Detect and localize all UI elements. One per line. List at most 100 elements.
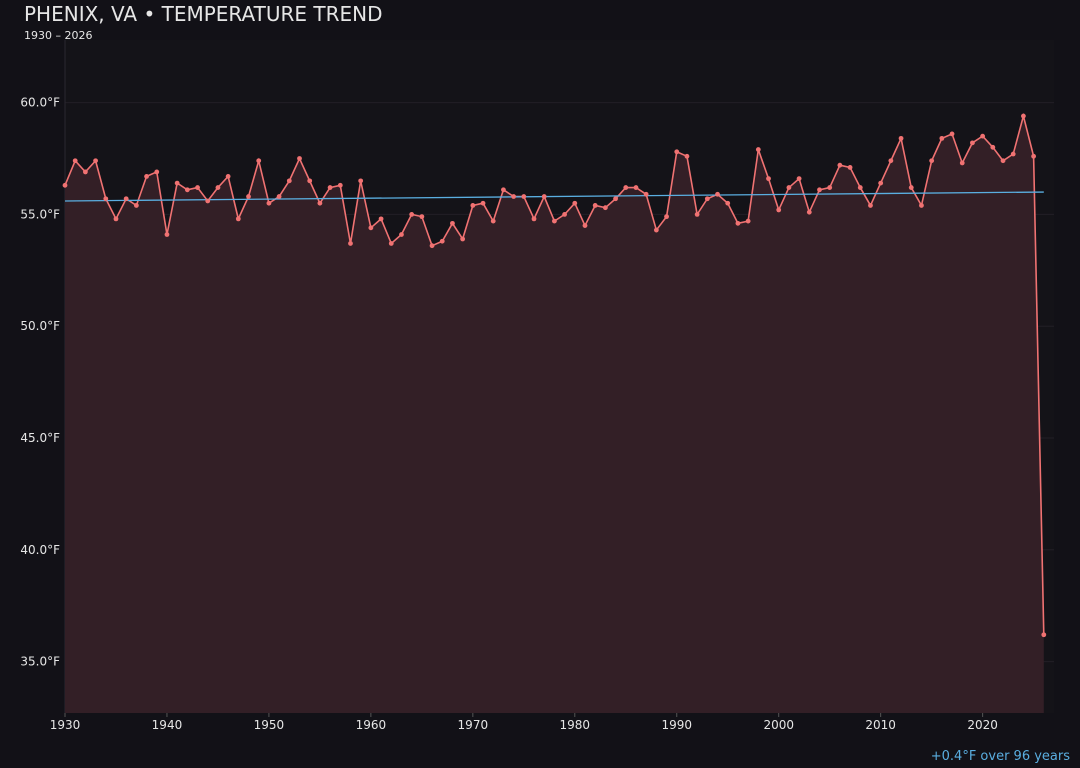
data-point [643,191,649,197]
data-point [898,135,904,141]
data-point [235,216,241,222]
data-point [908,185,914,190]
data-point [878,180,884,186]
data-point [490,218,496,224]
data-point [735,220,741,226]
data-point [959,160,965,166]
data-point [225,173,231,179]
data-point [144,173,149,179]
x-tick-label: 1930 [50,718,81,732]
data-point [990,144,996,150]
data-point [704,196,710,202]
x-tick-label: 1970 [458,718,489,732]
chart-title: PHENIX, VA • TEMPERATURE TREND [24,2,383,26]
data-point [715,191,720,197]
data-point [450,220,455,226]
data-point [460,236,466,242]
data-point [72,158,78,164]
data-point [592,203,598,208]
data-point [368,225,374,231]
data-point [653,227,659,233]
data-point [123,196,129,202]
data-point [317,200,323,206]
data-point [388,241,394,246]
data-point [531,216,537,222]
data-point [919,203,924,208]
data-point [572,200,578,206]
data-point [82,169,88,175]
data-point [205,198,211,204]
data-point [174,180,180,186]
data-point [776,207,782,213]
data-point [62,182,68,188]
data-point [327,185,333,190]
data-point [399,232,404,237]
data-point [409,211,415,217]
data-point [970,140,975,146]
data-point [806,209,812,215]
data-point [511,194,517,199]
data-point [857,185,863,190]
data-point [755,147,761,152]
y-tick-label: 60.0°F [20,96,60,110]
y-tick-label: 40.0°F [20,543,60,557]
y-tick-label: 55.0°F [20,207,60,221]
data-point [337,182,343,188]
y-tick-label: 45.0°F [20,431,60,445]
data-point [633,185,639,190]
data-point [419,214,425,220]
data-point [470,203,476,208]
data-point [939,135,945,141]
data-point [164,232,170,237]
data-point [674,149,680,155]
data-point [623,185,629,190]
data-point [664,214,669,220]
data-point [602,205,608,211]
data-point [929,158,935,164]
chart-subtitle: 1930 – 2026 [24,29,92,42]
data-point [725,200,731,206]
data-point [439,238,445,244]
data-point [827,185,833,190]
x-tick-label: 1980 [560,718,591,732]
data-point [501,187,506,193]
data-point [613,196,618,202]
x-tick-label: 2000 [763,718,794,732]
x-tick-label: 1940 [152,718,183,732]
x-tick-label: 2020 [967,718,998,732]
data-point [378,216,384,222]
data-point [276,194,282,199]
area [65,116,1044,713]
data-point [286,178,292,184]
x-tick-label: 1960 [356,718,387,732]
data-point [133,203,139,208]
data-point [1010,151,1016,157]
data-point [1031,153,1037,159]
data-point [786,185,792,190]
data-point [480,200,486,206]
data-point [817,187,822,193]
data-point [694,211,700,217]
data-point [949,131,955,137]
data-point [521,194,527,199]
data-point [868,203,873,208]
x-tick-label: 2010 [865,718,896,732]
x-tick-label: 1950 [254,718,285,732]
trend-annotation: +0.4°F over 96 years [931,749,1070,764]
data-point [1041,632,1047,638]
data-point [93,158,98,164]
y-tick-label: 35.0°F [20,655,60,669]
data-point [766,176,771,182]
trend-line [64,191,1044,202]
data-point [684,153,690,159]
data-point [796,176,802,182]
data-point [246,194,251,199]
data-point [348,241,353,246]
data-point [429,243,435,249]
data-point [358,178,364,184]
data-point [980,133,986,139]
data-point [582,223,588,228]
data-point [113,216,119,222]
data-point [215,185,221,190]
